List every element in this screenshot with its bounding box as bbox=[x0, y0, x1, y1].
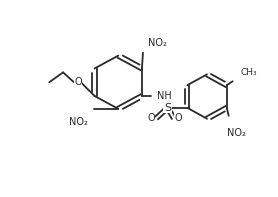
Text: O: O bbox=[147, 113, 155, 123]
Text: NH: NH bbox=[157, 91, 172, 101]
Text: S: S bbox=[164, 103, 171, 113]
Text: O: O bbox=[74, 77, 82, 87]
Text: O: O bbox=[175, 113, 182, 123]
Text: NO₂: NO₂ bbox=[227, 127, 246, 138]
Text: NO₂: NO₂ bbox=[70, 117, 88, 127]
Text: CH₃: CH₃ bbox=[240, 68, 257, 77]
Text: NO₂: NO₂ bbox=[148, 38, 167, 48]
